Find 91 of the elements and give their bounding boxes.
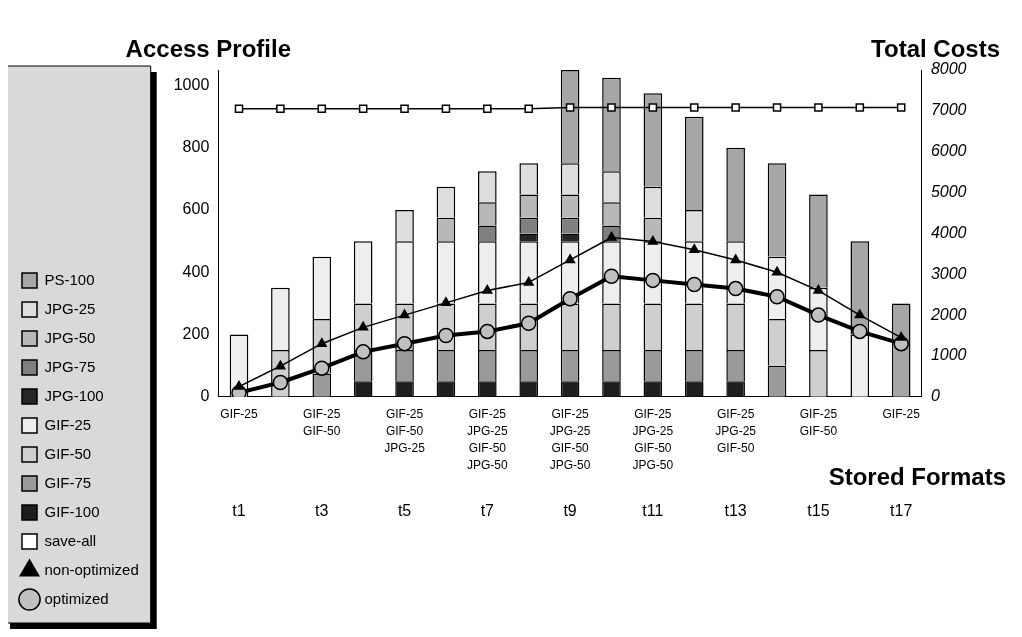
text: GIF-25 [882,407,921,422]
point [854,309,865,319]
y2-tick-label: 3000 [930,264,967,282]
legend-label: GIF-100 [44,502,100,520]
point [396,335,413,352]
point [689,243,700,253]
y-axis-title: Access Profile [125,34,292,62]
point [896,331,907,341]
point [648,103,658,112]
x-tick-label: t3 [315,501,329,519]
y2-tick-label: 7000 [930,101,967,119]
point [400,104,409,114]
point [399,309,410,319]
point [358,321,369,331]
point [316,337,327,347]
point [565,254,576,264]
x-tick-label: t7 [480,501,495,519]
y-tick-label: 400 [182,262,210,280]
x-tick-label: t11 [642,501,664,519]
text: GIF-25 GIF-50 [799,407,838,439]
y2-tick-label: 8000 [930,60,967,78]
x-tick-label: t9 [563,501,577,519]
legend-label: GIF-25 [44,415,92,433]
text: GIF-25 JPG-25 GIF-50 JPG-50 [632,407,674,473]
text: GIF-25 JPG-25 GIF-50 JPG-50 [549,407,591,473]
x-axis-title: Stored Formats [828,463,1006,491]
point [272,374,289,391]
y-tick-label: 200 [182,324,210,342]
point [483,104,492,114]
point [482,284,493,294]
point [727,280,744,297]
legend-label: JPG-100 [44,386,104,404]
legend-label: JPG-25 [44,299,96,317]
point [314,360,330,376]
point [275,360,286,370]
x-tick-label: t17 [890,501,913,519]
legend-label: optimized [44,589,109,607]
point [276,104,285,114]
x-tick-label: t13 [724,501,747,519]
legend-label: PS-100 [44,270,95,288]
point [523,276,534,286]
y2-tick-label: 1000 [930,346,967,364]
text: GIF-25 JPG-25 GIF-50 JPG-50 [466,407,508,473]
point [234,104,244,114]
point [562,291,578,307]
point [771,266,783,276]
legend-label: GIF-50 [44,444,92,462]
point [524,104,533,114]
point [814,103,823,112]
point [852,323,868,340]
point [772,103,782,112]
y2-tick-label: 4000 [930,223,967,241]
text: GIF-25 [220,407,258,422]
legend-label: JPG-75 [44,357,96,375]
point [647,235,658,245]
text: GIF-25 GIF-50 JPG-25 [384,407,426,456]
legend-label: save-all [44,531,97,549]
point [813,284,824,294]
y-tick-label: 0 [200,387,210,405]
point [441,104,451,114]
point [855,103,865,112]
point [358,104,368,114]
point [438,327,454,344]
y2-tick-label: 0 [930,387,940,405]
point [440,297,452,307]
point [769,288,785,305]
legend-label: JPG-50 [44,328,96,346]
y-tick-label: 600 [182,200,210,218]
x-tick-label: t15 [807,501,830,519]
point [689,103,699,112]
text: GIF-25 JPG-25 GIF-50 [715,407,757,456]
point [565,103,575,112]
legend-label: GIF-75 [44,473,92,491]
point [317,104,327,114]
text: GIF-25 GIF-50 [303,407,341,439]
y-tick-label: 1000 [173,75,210,93]
y2-axis-title: Total Costs [871,34,1000,62]
point [607,103,616,112]
point [355,344,371,360]
y-tick-label: 800 [182,138,210,156]
point [896,103,906,112]
point [731,103,740,112]
y2-tick-label: 2000 [929,305,967,323]
x-tick-label: t5 [397,501,412,519]
point [233,380,245,390]
x-tick-label: t1 [232,501,246,519]
legend-label: non-optimized [44,560,139,578]
y2-tick-label: 6000 [930,142,967,160]
point [686,276,702,293]
point [730,254,741,264]
y2-tick-label: 5000 [930,183,967,200]
